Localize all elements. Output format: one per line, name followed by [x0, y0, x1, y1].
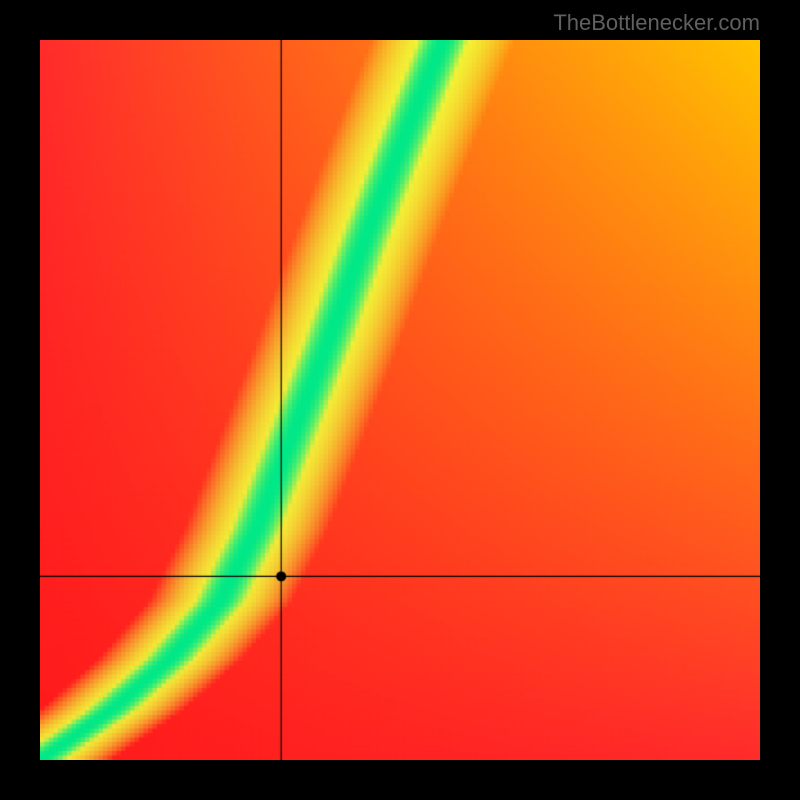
bottleneck-heatmap: [40, 40, 760, 760]
watermark-text: TheBottlenecker.com: [553, 10, 760, 36]
chart-container: TheBottlenecker.com: [0, 0, 800, 800]
